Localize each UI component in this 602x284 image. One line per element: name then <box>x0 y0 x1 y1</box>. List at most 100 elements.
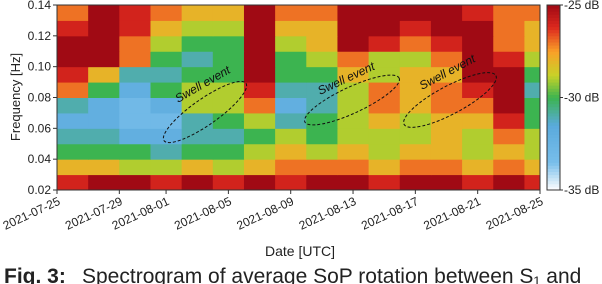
cell <box>57 66 89 83</box>
cell <box>493 143 525 160</box>
colorbar-segment <box>547 42 560 46</box>
cell <box>119 159 151 176</box>
cell <box>212 112 245 129</box>
caption-label: Fig. 3: <box>4 265 66 284</box>
colorbar-segment <box>547 183 560 188</box>
colorbar-segment <box>547 171 560 176</box>
cell <box>243 143 276 160</box>
cell <box>462 128 494 145</box>
cell <box>150 143 183 160</box>
colorbar-segment <box>547 149 560 154</box>
x-tick-label: 2021-08-09 <box>234 194 296 233</box>
cell <box>181 66 214 83</box>
cell <box>181 159 214 176</box>
cell <box>150 97 183 114</box>
colorbar-segment <box>547 35 560 40</box>
colorbar-tick-label: -25 dB <box>564 0 599 12</box>
cell <box>337 66 370 83</box>
caption: Spectrogram of average SoP rotation betw… <box>82 265 581 284</box>
colorbar-segment <box>547 125 560 129</box>
cell <box>306 66 338 83</box>
colorbar-segment <box>547 106 560 111</box>
cell <box>212 97 245 114</box>
cell <box>306 159 338 176</box>
colorbar-segment <box>547 45 560 49</box>
cell <box>181 82 214 98</box>
cell <box>524 51 540 68</box>
cell <box>368 128 401 145</box>
cell <box>399 66 432 83</box>
colorbar-segment <box>547 116 560 120</box>
cell <box>275 174 307 190</box>
cell <box>399 35 432 52</box>
colorbar-segment <box>547 57 560 61</box>
cell <box>493 128 525 145</box>
cell <box>430 159 463 176</box>
y-tick-label: 0.06 <box>28 121 52 135</box>
cell <box>399 159 432 176</box>
cell <box>399 128 432 145</box>
cell <box>306 20 338 37</box>
colorbar-segment <box>547 32 560 37</box>
colorbar-segment <box>547 180 560 185</box>
cell <box>337 174 370 190</box>
cell <box>306 5 338 21</box>
x-tick-label: 2021-07-25 <box>1 194 63 233</box>
colorbar-segment <box>547 112 560 117</box>
colorbar-segment <box>547 134 560 139</box>
cell <box>368 20 401 37</box>
colorbar-segment <box>547 11 560 15</box>
colorbar-segment <box>547 23 560 28</box>
cell <box>181 143 214 160</box>
colorbar-segment <box>547 156 560 160</box>
colorbar-segment <box>547 122 560 126</box>
cell <box>275 143 307 160</box>
cell <box>243 20 276 37</box>
y-tick-label: 0.12 <box>28 29 52 43</box>
colorbar-segment <box>547 82 560 86</box>
cell <box>275 35 307 52</box>
cell <box>399 82 432 98</box>
cell <box>181 51 214 68</box>
cell <box>243 174 276 190</box>
cell <box>368 66 401 83</box>
cell <box>119 82 151 98</box>
x-tick-label: 2021-08-25 <box>484 194 546 233</box>
cell <box>57 35 89 52</box>
cell <box>337 35 370 52</box>
y-tick-label: 0.10 <box>28 60 52 74</box>
cell <box>119 35 151 52</box>
colorbar-segment <box>547 146 560 151</box>
cell <box>337 143 370 160</box>
cell <box>524 35 540 52</box>
cell <box>399 112 432 129</box>
y-tick-label: 0.04 <box>28 152 52 166</box>
cell <box>430 128 463 145</box>
cell <box>462 5 494 21</box>
colorbar-tick-label: -35 dB <box>564 183 599 197</box>
cell <box>57 128 89 145</box>
cell <box>150 174 183 190</box>
cell <box>462 66 494 83</box>
colorbar-segment <box>547 69 560 74</box>
cell <box>243 51 276 68</box>
cell <box>493 97 525 114</box>
colorbar-segment <box>547 48 560 52</box>
cell <box>275 5 307 21</box>
colorbar-segment <box>547 103 560 108</box>
colorbar-segment <box>547 165 560 169</box>
x-tick-label: 2021-08-21 <box>421 194 483 233</box>
cell <box>181 5 214 21</box>
cell <box>368 82 401 98</box>
y-tick-label: 0.14 <box>28 0 52 12</box>
cell <box>430 51 463 68</box>
cell <box>119 174 151 190</box>
y-tick-label: 0.02 <box>28 183 52 197</box>
cell <box>399 5 432 21</box>
cell <box>181 20 214 37</box>
cell <box>275 159 307 176</box>
cell <box>462 20 494 37</box>
y-axis-label: Frequency [Hz] <box>8 53 23 141</box>
cell <box>119 143 151 160</box>
